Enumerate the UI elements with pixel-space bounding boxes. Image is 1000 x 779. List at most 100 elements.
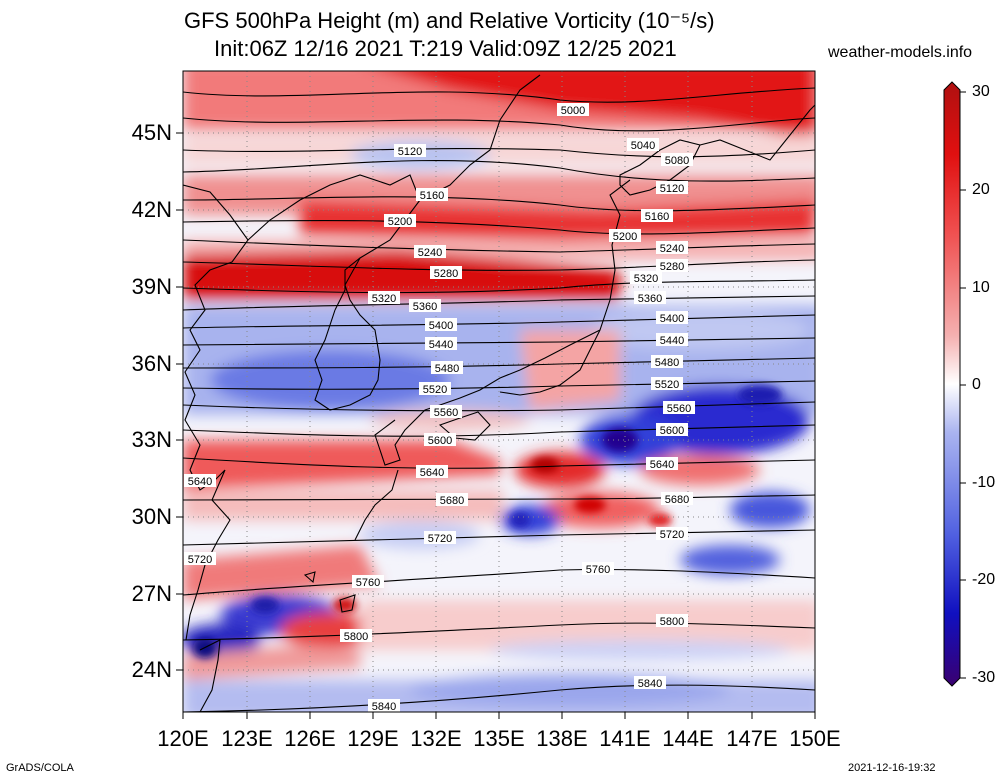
contour-label-5200: 5200 xyxy=(388,216,412,228)
contour-label-bg xyxy=(184,552,216,565)
colorbar-label-20: 20 xyxy=(972,181,990,198)
lon-label-135e: 135E xyxy=(473,726,525,751)
contour-label-5560: 5560 xyxy=(667,403,691,415)
map-title-line2: Init:06Z 12/16 2021 T:219 Valid:09Z 12/2… xyxy=(214,36,677,61)
contour-label-5120: 5120 xyxy=(660,183,684,195)
contour-label-bg xyxy=(340,629,372,642)
contour-label-5720: 5720 xyxy=(428,533,452,545)
contour-label-5360: 5360 xyxy=(413,301,437,313)
contour-label-5280: 5280 xyxy=(434,268,458,280)
footer-timestamp: 2021-12-16-19:32 xyxy=(848,762,936,774)
contour-label-5480: 5480 xyxy=(435,363,459,375)
lon-label-144e: 144E xyxy=(662,726,714,751)
contour-label-5320: 5320 xyxy=(634,273,658,285)
contour-label-bg xyxy=(656,614,688,627)
contour-label-5240: 5240 xyxy=(418,247,442,259)
contour-label-5440: 5440 xyxy=(429,339,453,351)
contour-label-5600: 5600 xyxy=(428,435,452,447)
contour-label-bg xyxy=(651,377,683,390)
contour-label-bg xyxy=(436,493,468,506)
lon-label-123e: 123E xyxy=(221,726,273,751)
contour-label-bg xyxy=(656,241,688,254)
lat-label-36n: 36N xyxy=(131,351,172,376)
lon-label-126e: 126E xyxy=(284,726,336,751)
lat-label-27n: 27N xyxy=(131,581,172,606)
contour-label-5640: 5640 xyxy=(650,459,674,471)
lat-label-30n: 30N xyxy=(131,504,172,529)
contour-label-5720: 5720 xyxy=(188,554,212,566)
contour-label-5680: 5680 xyxy=(665,494,689,506)
contour-label-5160: 5160 xyxy=(645,211,669,223)
contour-label-5400: 5400 xyxy=(660,313,684,325)
coastlines xyxy=(183,74,815,712)
contour-label-5120: 5120 xyxy=(398,146,422,158)
contour-label-5840: 5840 xyxy=(372,701,396,713)
lat-label-39n: 39N xyxy=(131,274,172,299)
contour-label-bg xyxy=(368,291,400,304)
lon-label-138e: 138E xyxy=(536,726,588,751)
contour-label-bg xyxy=(656,311,688,324)
height-contours xyxy=(183,87,815,712)
contour-label-bg xyxy=(419,382,451,395)
contour-label-5520: 5520 xyxy=(423,384,447,396)
contour-label-5200: 5200 xyxy=(613,231,637,243)
contour-label-5640: 5640 xyxy=(420,467,444,479)
colorbar xyxy=(943,81,966,687)
site-credit: weather-models.info xyxy=(828,44,973,61)
contour-label-bg xyxy=(430,266,462,279)
footer-software: GrADS/COLA xyxy=(6,762,74,774)
contour-label-bg xyxy=(416,465,448,478)
contour-label-5320: 5320 xyxy=(372,293,396,305)
contour-label-5000: 5000 xyxy=(561,105,585,117)
contour-label-bg xyxy=(641,209,673,222)
contour-label-bg xyxy=(416,188,448,201)
contour-label-bg xyxy=(656,423,688,436)
contour-label-bg xyxy=(184,474,216,487)
contour-label-bg xyxy=(394,144,426,157)
lon-label-132e: 132E xyxy=(410,726,462,751)
contour-label-bg xyxy=(630,271,662,284)
contour-label-bg xyxy=(557,103,589,116)
contour-label-bg xyxy=(582,562,614,575)
colorbar-label-0: 0 xyxy=(972,376,981,393)
contour-label-bg xyxy=(431,361,463,374)
contour-label-bg xyxy=(430,405,462,418)
lon-label-129e: 129E xyxy=(347,726,399,751)
colorbar-label-minus30: -30 xyxy=(972,669,996,686)
contour-label-bg xyxy=(634,676,666,689)
colorbar-label-10: 10 xyxy=(972,279,990,296)
contour-label-bg xyxy=(634,291,666,304)
contour-label-5080: 5080 xyxy=(665,155,689,167)
contour-label-bg xyxy=(656,527,688,540)
contour-label-bg xyxy=(651,355,683,368)
contour-label-5560: 5560 xyxy=(434,407,458,419)
contour-label-5840: 5840 xyxy=(638,678,662,690)
contour-label-5800: 5800 xyxy=(344,631,368,643)
contour-label-5800: 5800 xyxy=(660,616,684,628)
colorbar-label-30: 30 xyxy=(972,83,990,100)
contour-label-bg xyxy=(414,245,446,258)
contour-label-5440: 5440 xyxy=(660,335,684,347)
colorbar-label-minus20: -20 xyxy=(972,571,996,588)
contour-label-5640: 5640 xyxy=(188,476,212,488)
contour-label-5720: 5720 xyxy=(660,529,684,541)
contour-label-5280: 5280 xyxy=(660,261,684,273)
contour-label-5480: 5480 xyxy=(655,357,679,369)
colorbar-label-minus10: -10 xyxy=(972,474,996,491)
contour-label-bg xyxy=(656,333,688,346)
contour-label-5600: 5600 xyxy=(660,425,684,437)
contour-label-bg xyxy=(384,214,416,227)
contour-label-5360: 5360 xyxy=(638,293,662,305)
contour-label-bg xyxy=(409,299,441,312)
contour-label-bg xyxy=(646,457,678,470)
contour-label-5160: 5160 xyxy=(420,190,444,202)
contour-label-bg xyxy=(627,138,659,151)
contour-label-bg xyxy=(661,153,693,166)
contour-label-bg xyxy=(656,181,688,194)
contour-label-5040: 5040 xyxy=(631,140,655,152)
contour-label-bg xyxy=(425,337,457,350)
map-title-line1: GFS 500hPa Height (m) and Relative Vorti… xyxy=(184,8,715,33)
contour-label-5240: 5240 xyxy=(660,243,684,255)
contour-label-bg xyxy=(609,229,641,242)
contour-label-bg xyxy=(661,492,693,505)
